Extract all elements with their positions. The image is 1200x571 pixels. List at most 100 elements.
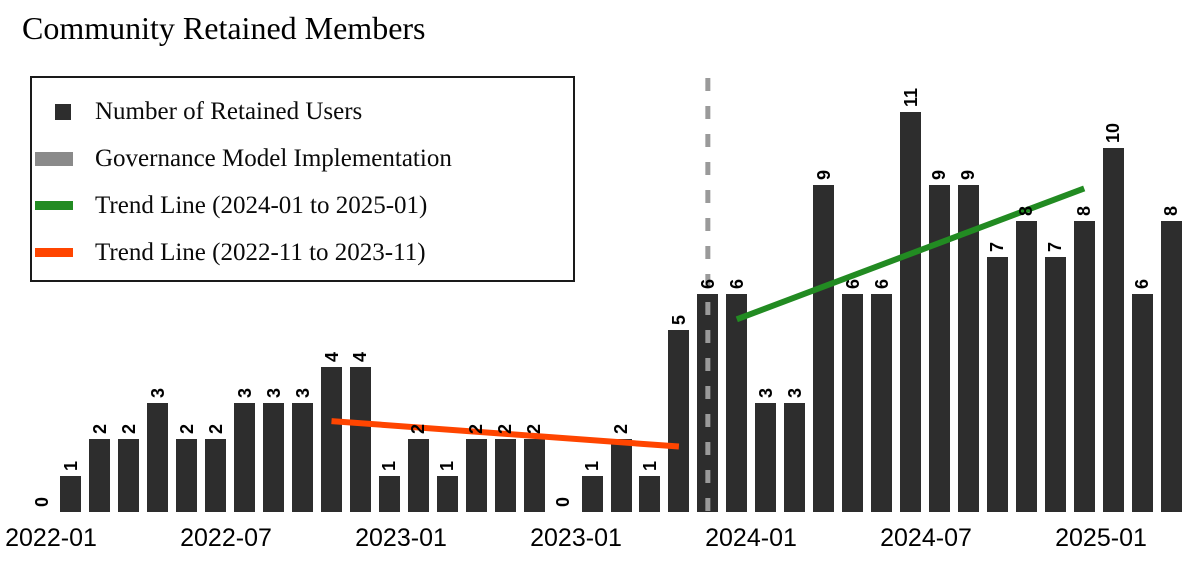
bar-value-label: 3 <box>755 387 776 398</box>
bar <box>436 475 458 512</box>
bar <box>205 439 227 512</box>
bar-value-label: 3 <box>263 387 284 398</box>
legend-item-trend-green: Trend Line (2024-01 to 2025-01) <box>32 182 573 229</box>
bar-value-label: 4 <box>321 351 342 362</box>
x-axis-tick-label: 2024-01 <box>705 524 797 552</box>
legend-box: Number of Retained Users Governance Mode… <box>30 76 575 282</box>
x-axis-tick-label: 2024-07 <box>880 524 972 552</box>
bar-value-label: 9 <box>958 169 979 180</box>
bar-value-label: 2 <box>176 424 197 435</box>
bar <box>1015 221 1037 512</box>
bar-value-label: 2 <box>205 424 226 435</box>
bar <box>292 402 314 512</box>
bar <box>842 293 864 512</box>
bar-value-label: 1 <box>60 460 81 471</box>
bar-value-label: 6 <box>1132 278 1153 289</box>
bar-value-label: 0 <box>553 496 574 507</box>
legend-label: Number of Retained Users <box>95 97 363 125</box>
legend-item-governance: Governance Model Implementation <box>32 135 573 182</box>
bar-value-label: 0 <box>32 496 52 507</box>
bar-value-label: 7 <box>987 242 1008 253</box>
bar-value-label: 2 <box>89 424 110 435</box>
bar <box>523 439 545 512</box>
chart-title: Community Retained Members <box>22 10 426 46</box>
bar-value-label: 7 <box>1045 242 1066 253</box>
bar <box>321 366 342 512</box>
bar-value-label: 8 <box>1161 206 1182 217</box>
bar <box>784 402 806 512</box>
bar-value-label: 11 <box>900 88 921 108</box>
bar-value-label: 2 <box>408 424 429 435</box>
bar-value-label: 3 <box>784 387 805 398</box>
x-axis-tick-label: 2022-01 <box>5 524 97 552</box>
x-axis-tick-label: 2022-07 <box>180 524 272 552</box>
bar-value-label: 6 <box>871 278 892 289</box>
bar <box>610 439 632 512</box>
bar <box>234 402 256 512</box>
bar-value-label: 2 <box>495 424 516 435</box>
bar <box>407 439 429 512</box>
green-line-swatch-icon <box>35 201 73 210</box>
bar <box>581 475 603 512</box>
bar <box>176 439 198 512</box>
bar <box>465 439 487 512</box>
bar <box>871 293 893 512</box>
bar <box>263 402 285 512</box>
bar-value-label: 6 <box>697 278 718 289</box>
bar <box>668 330 690 512</box>
bar-value-label: 8 <box>1074 206 1095 217</box>
orange-line-swatch-icon <box>35 248 73 257</box>
bar <box>378 475 400 512</box>
bar-value-label: 6 <box>726 278 747 289</box>
legend-item-retained-users: Number of Retained Users <box>32 88 573 135</box>
legend-label: Trend Line (2022-11 to 2023-11) <box>95 238 426 266</box>
bar <box>697 293 719 512</box>
bar-value-label: 10 <box>1103 123 1124 144</box>
bar-value-label: 6 <box>842 278 863 289</box>
bar-value-label: 1 <box>582 460 603 471</box>
bar-value-label: 3 <box>234 387 255 398</box>
bar <box>147 402 169 512</box>
x-axis-tick-label: 2025-01 <box>1055 524 1147 552</box>
bar <box>755 402 777 512</box>
bar-value-label: 4 <box>350 351 371 362</box>
legend-label: Trend Line (2024-01 to 2025-01) <box>95 191 428 219</box>
legend-item-trend-orange: Trend Line (2022-11 to 2023-11) <box>32 229 573 276</box>
bar-value-label: 8 <box>1016 206 1037 217</box>
bar <box>1044 257 1066 512</box>
bar-value-label: 2 <box>466 424 487 435</box>
bar <box>494 439 516 512</box>
gray-bar-swatch-icon <box>35 151 73 166</box>
bar <box>89 439 111 512</box>
bar <box>900 112 921 512</box>
bar <box>928 184 950 512</box>
bar-value-label: 5 <box>668 315 689 326</box>
bar-swatch-icon <box>55 103 71 120</box>
bar-value-label: 2 <box>611 424 631 435</box>
bar <box>1160 221 1182 512</box>
bar <box>813 184 835 512</box>
bar <box>726 293 748 512</box>
bar-value-label: 9 <box>929 169 950 180</box>
bar-value-label: 9 <box>813 169 834 180</box>
bar <box>1073 221 1095 512</box>
x-axis-tick-label: 2023-01 <box>355 524 447 552</box>
bar <box>349 366 371 512</box>
bar-value-label: 2 <box>118 424 139 435</box>
bar <box>118 439 140 512</box>
bar-value-label: 3 <box>147 387 168 398</box>
bar <box>639 475 661 512</box>
bar <box>60 475 82 512</box>
legend-label: Governance Model Implementation <box>95 144 452 172</box>
bar-value-label: 3 <box>292 387 313 398</box>
bar-value-label: 1 <box>437 460 458 471</box>
bar <box>1102 148 1124 512</box>
bar <box>1131 293 1153 512</box>
bar <box>957 184 979 512</box>
bar <box>986 257 1008 512</box>
bar-value-label: 1 <box>379 460 400 471</box>
bar-value-label: 1 <box>639 460 660 471</box>
x-axis-tick-label: 2023-01 <box>530 524 622 552</box>
